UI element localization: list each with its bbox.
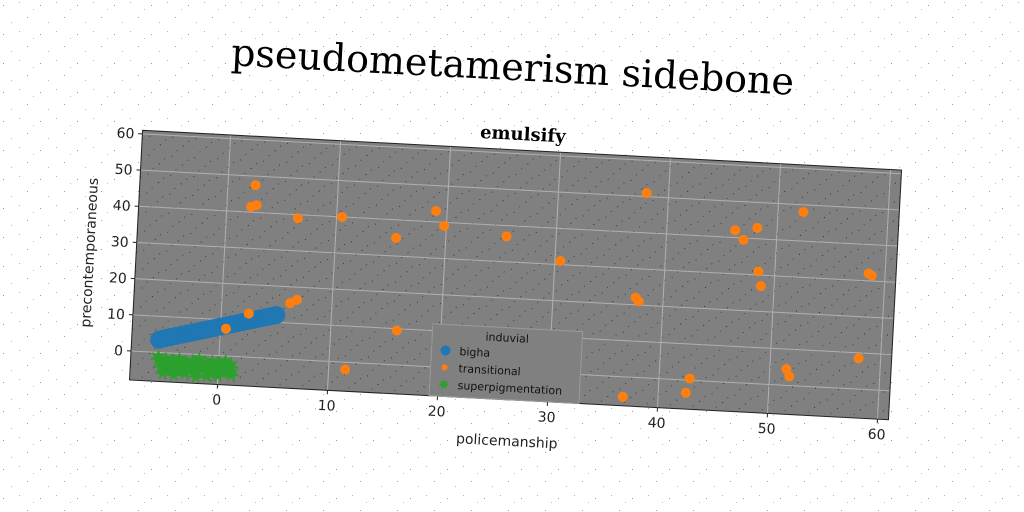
x-tick-label: 20 bbox=[427, 404, 446, 421]
series-transitional bbox=[220, 180, 877, 402]
y-tick-label: 40 bbox=[112, 198, 131, 215]
x-tick-label: 40 bbox=[647, 415, 666, 432]
data-point bbox=[292, 213, 303, 224]
data-point bbox=[784, 371, 795, 382]
x-tick-label: 10 bbox=[317, 398, 336, 415]
data-point bbox=[165, 364, 183, 382]
grid-line-y bbox=[140, 169, 900, 211]
legend-marker bbox=[440, 345, 451, 356]
legend-box bbox=[428, 323, 584, 405]
data-point bbox=[291, 294, 302, 305]
y-axis-label: precontemporaneous bbox=[78, 177, 102, 327]
data-points bbox=[149, 180, 877, 402]
x-tick-label: 60 bbox=[867, 427, 886, 444]
data-point bbox=[200, 360, 219, 378]
data-point bbox=[170, 351, 188, 369]
data-point bbox=[154, 362, 172, 380]
legend-label: bigha bbox=[459, 345, 490, 360]
data-point bbox=[250, 180, 261, 191]
data-point bbox=[213, 360, 232, 378]
y-tick-label: 20 bbox=[109, 270, 128, 287]
grid-line-x bbox=[216, 134, 232, 385]
y-tick-label: 60 bbox=[116, 126, 135, 143]
data-point bbox=[680, 387, 691, 398]
data-point bbox=[633, 296, 644, 307]
grid-line-y bbox=[134, 278, 894, 319]
grid bbox=[130, 133, 902, 420]
legend-label: superpigmentation bbox=[457, 379, 562, 397]
x-axis-label: policemanship bbox=[456, 431, 558, 452]
chart-title: emulsify bbox=[480, 122, 567, 147]
x-tick-label: 50 bbox=[757, 421, 776, 438]
data-point bbox=[246, 201, 257, 212]
data-point bbox=[684, 373, 695, 384]
series-superpigmentation bbox=[149, 348, 240, 384]
data-point bbox=[439, 220, 450, 231]
data-point bbox=[149, 348, 167, 367]
legend-marker bbox=[441, 364, 448, 371]
data-point bbox=[209, 365, 227, 383]
grid-line-x bbox=[766, 163, 782, 414]
data-point bbox=[190, 351, 208, 369]
x-tick-label: 0 bbox=[212, 392, 222, 408]
y-tick-label: 30 bbox=[110, 234, 129, 251]
data-point bbox=[243, 308, 254, 319]
y-axis: 0 10 20 30 40 50 60 bbox=[107, 126, 143, 360]
chart: 0 10 20 30 40 50 60 0 10 20 30 40 50 60 emulsify pol… bbox=[78, 122, 903, 452]
grid-line-x bbox=[326, 140, 342, 391]
grid-line-x bbox=[656, 157, 672, 408]
data-point bbox=[187, 366, 205, 384]
legend-label: transitional bbox=[458, 362, 521, 378]
grid-line-y bbox=[136, 241, 896, 283]
x-tick-label: 30 bbox=[537, 409, 556, 426]
data-point bbox=[198, 365, 216, 383]
y-tick-label: 10 bbox=[107, 306, 126, 323]
data-point bbox=[180, 358, 199, 377]
data-point bbox=[738, 234, 749, 245]
data-point bbox=[220, 323, 231, 334]
y-tick-label: 0 bbox=[114, 343, 124, 359]
legend: induvial bigha transitionalsuperpigmentat… bbox=[428, 323, 584, 405]
data-point bbox=[753, 266, 764, 277]
data-point bbox=[730, 225, 741, 236]
data-point bbox=[798, 207, 809, 218]
data-point bbox=[641, 187, 652, 198]
data-point bbox=[216, 353, 234, 371]
legend-title: induvial bbox=[485, 331, 529, 346]
legend-marker bbox=[437, 378, 450, 390]
x-axis: 0 10 20 30 40 50 60 bbox=[212, 384, 886, 444]
data-point bbox=[221, 356, 240, 374]
data-point bbox=[755, 281, 766, 292]
data-point bbox=[866, 270, 877, 281]
data-point bbox=[617, 391, 628, 402]
data-point bbox=[853, 353, 864, 364]
data-point bbox=[555, 256, 566, 267]
grid-line-y bbox=[142, 133, 902, 175]
data-point bbox=[752, 222, 763, 233]
data-point bbox=[176, 362, 194, 381]
data-point bbox=[391, 325, 402, 336]
data-point bbox=[267, 306, 286, 325]
data-point bbox=[501, 231, 512, 242]
data-point bbox=[156, 351, 175, 369]
data-point bbox=[340, 364, 351, 375]
data-point bbox=[391, 232, 402, 243]
grid-line-y bbox=[138, 205, 898, 247]
grid-line-x bbox=[876, 169, 892, 420]
data-point bbox=[431, 205, 442, 216]
data-point bbox=[152, 356, 170, 374]
data-point bbox=[337, 211, 348, 222]
y-tick-label: 50 bbox=[114, 162, 133, 179]
data-point bbox=[167, 357, 186, 375]
data-point bbox=[194, 358, 212, 377]
plot-noise bbox=[129, 130, 902, 420]
data-point bbox=[203, 353, 221, 371]
data-point bbox=[222, 364, 240, 382]
